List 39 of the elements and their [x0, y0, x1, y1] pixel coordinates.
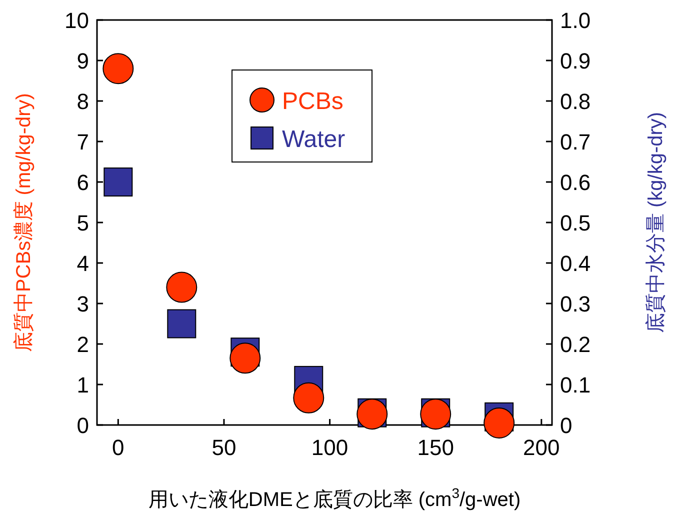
x-tick-label: 200 — [523, 435, 560, 460]
y-tick-label: 5 — [76, 210, 89, 236]
y2-axis-title: 底質中水分量 (kg/kg-dry) — [645, 112, 667, 334]
y2-tick-label: 0.2 — [560, 332, 591, 357]
x-axis-title: 用いた液化DMEと底質の比率 (cm$^{3}$/g-wet) — [148, 485, 521, 511]
y2-tick-label: 0.3 — [560, 292, 591, 316]
x-tick-label: 50 — [212, 435, 236, 460]
point — [102, 53, 134, 84]
y2-tick-label: 0.4 — [560, 251, 591, 276]
x-tick-label: 100 — [311, 435, 348, 460]
y-tick-label: 2 — [76, 332, 89, 357]
y-tick-label: 1 — [76, 372, 89, 398]
y-axis-title: 底質中PCBs濃度 (mg/kg-dry) — [13, 93, 35, 352]
y-tick-label: 9 — [76, 48, 89, 74]
y2-tick-label: 0.9 — [560, 48, 591, 74]
y-tick-label: 0 — [76, 413, 89, 438]
point — [293, 382, 324, 414]
y-tick-label: 6 — [76, 170, 89, 195]
legend-label: PCBs — [282, 88, 344, 115]
y2-tick-label: 0 — [560, 413, 572, 438]
y2-tick-label: 0.7 — [560, 130, 591, 154]
point — [484, 407, 515, 438]
point — [166, 272, 198, 303]
y2-tick-label: 0.6 — [560, 170, 591, 195]
point — [167, 309, 196, 338]
y-tick-label: 10 — [64, 8, 89, 33]
y2-tick-label: 0.8 — [560, 89, 591, 114]
y-tick-label: 7 — [76, 130, 89, 154]
x-tick-label: 150 — [417, 435, 454, 460]
y-tick-label: 3 — [76, 292, 89, 316]
x-tick-label: 0 — [112, 435, 124, 460]
y2-tick-label: 0.1 — [560, 372, 591, 398]
y2-tick-label: 0.5 — [560, 210, 591, 236]
point — [104, 168, 133, 196]
y-tick-label: 8 — [76, 89, 89, 114]
legend-label: Water — [282, 126, 346, 153]
y-tick-label: 4 — [76, 251, 89, 276]
y2-tick-label: 1.0 — [560, 8, 591, 33]
point — [230, 342, 261, 374]
